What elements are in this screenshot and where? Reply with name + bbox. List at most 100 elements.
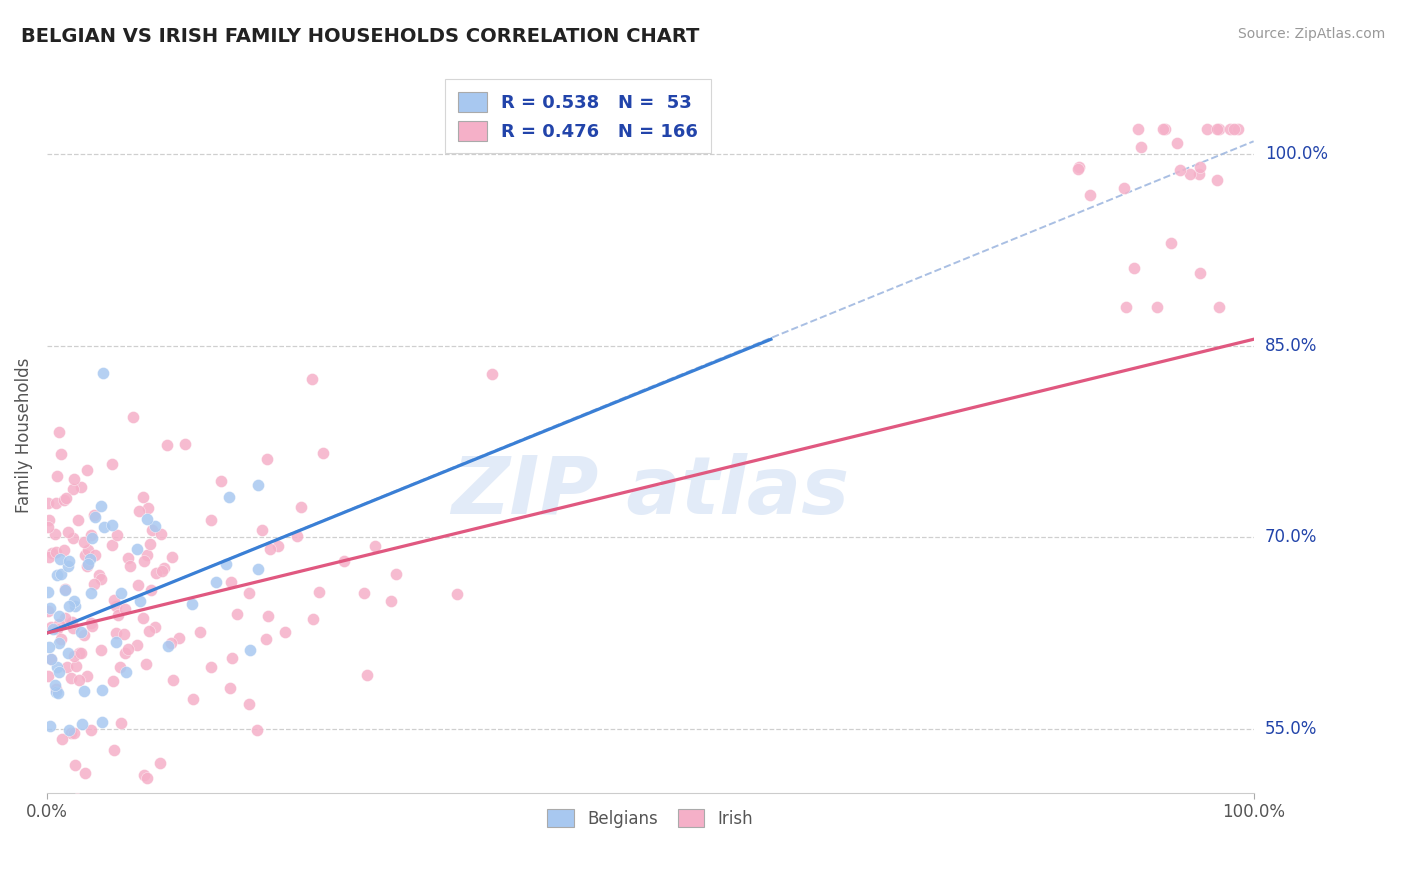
Point [60,615,83,629]
Point [135,548,157,562]
Point [1205,173,1227,187]
Point [159,635,181,649]
Point [56,647,79,661]
Point [239,643,262,657]
Point [77,557,100,571]
Point [55,611,77,625]
Point [48,617,70,632]
Point [90,572,112,586]
Point [37,604,59,618]
Point [114,602,136,616]
Point [101,518,124,533]
Point [91,682,114,697]
Point [55,491,77,505]
Point [105,626,128,640]
Point [1152,121,1174,136]
Point [91,714,114,729]
Point [51,567,73,582]
Point [1078,187,1101,202]
Point [380,594,402,608]
Point [56,558,79,573]
Point [139,537,162,551]
Point [63,599,86,614]
Text: ZIP atlas: ZIP atlas [451,453,849,532]
Point [73,535,96,549]
Point [80,586,103,600]
Point [246,562,269,576]
Point [62,648,84,663]
Point [48,635,70,649]
Point [39,719,62,733]
Point [174,437,197,451]
Point [110,586,132,600]
Text: BELGIAN VS IRISH FAMILY HOUSEHOLDS CORRELATION CHART: BELGIAN VS IRISH FAMILY HOUSEHOLDS CORRE… [21,27,699,45]
Point [79,528,101,542]
Point [1129,140,1152,154]
Point [38,601,60,615]
Point [58,554,80,568]
Point [83,510,105,524]
Point [219,575,242,590]
Point [125,542,148,557]
Y-axis label: Family Households: Family Households [15,358,32,513]
Point [118,559,141,574]
Point [139,583,162,598]
Point [63,594,86,608]
Point [1195,121,1218,136]
Point [1146,301,1168,315]
Point [481,367,503,381]
Point [1168,163,1191,178]
Point [51,447,73,461]
Point [76,559,98,574]
Point [302,612,325,626]
Point [62,483,84,497]
Point [45,544,67,558]
Point [80,723,103,737]
Point [52,492,75,507]
Point [1226,121,1249,136]
Point [53,582,76,597]
Point [1206,121,1229,136]
Point [38,640,60,654]
Point [127,577,149,591]
Point [67,513,90,527]
Point [37,520,59,534]
Point [312,445,335,459]
Point [180,597,202,611]
Point [1069,160,1091,174]
Point [80,615,103,630]
Point [101,457,124,471]
Point [215,558,238,572]
Point [1115,301,1137,315]
Point [39,651,62,665]
Point [153,561,176,575]
Point [37,584,59,599]
Point [107,607,129,622]
Point [353,586,375,600]
Point [256,608,278,623]
Point [333,554,356,568]
Point [226,607,249,622]
Point [188,624,211,639]
Point [103,743,125,757]
Point [103,673,125,688]
Point [49,552,72,566]
Point [132,768,155,782]
Point [66,792,89,806]
Point [266,539,288,553]
Text: 70.0%: 70.0% [1265,528,1317,546]
Point [1126,121,1149,136]
Point [132,611,155,625]
Legend: Belgians, Irish: Belgians, Irish [540,803,761,834]
Point [39,652,62,666]
Point [65,659,87,673]
Point [63,757,86,772]
Point [285,529,308,543]
Point [145,566,167,580]
Point [117,642,139,657]
Point [80,619,103,633]
Point [290,500,312,514]
Point [76,668,98,682]
Point [181,691,204,706]
Point [125,638,148,652]
